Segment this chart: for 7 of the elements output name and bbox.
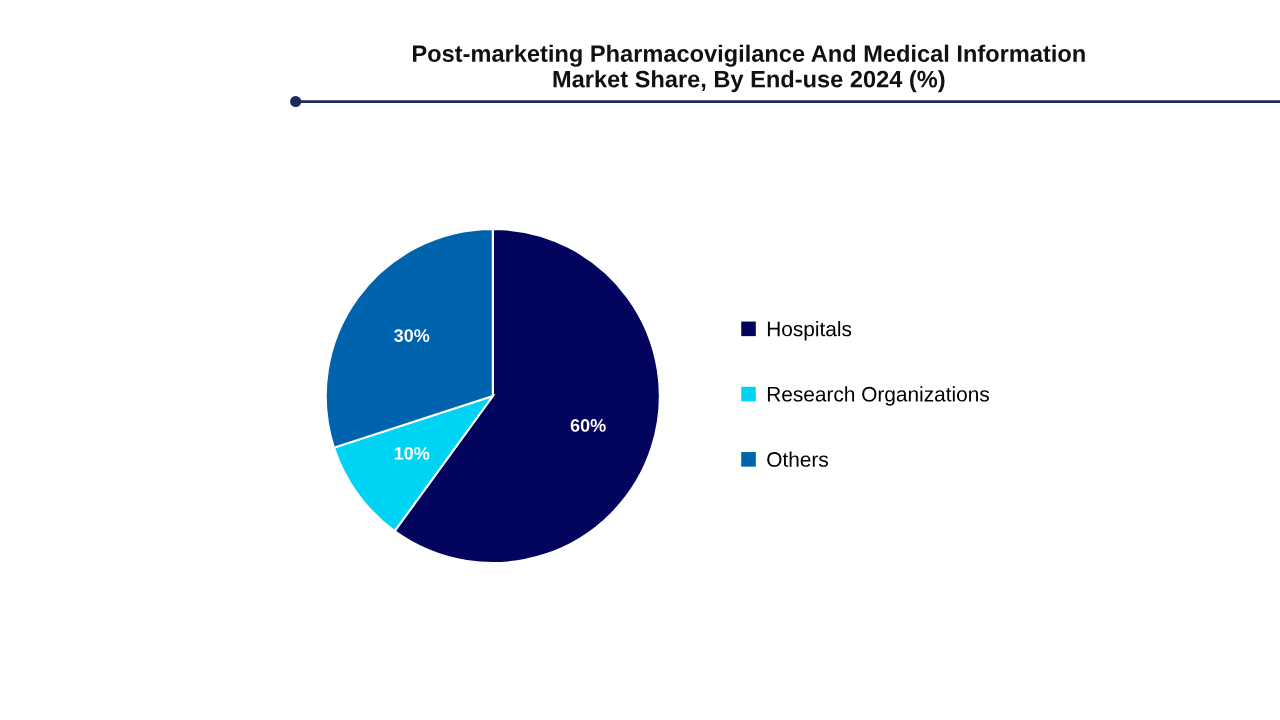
chart-title: Post-marketing Pharmacovigilance And Medical Information Market Share, By End-use 2024 (%) <box>413 44 1085 93</box>
data-label: 60% <box>570 419 606 432</box>
legend-label: Hospitals <box>767 321 852 341</box>
data-label: 30% <box>394 329 430 342</box>
data-label: 10% <box>394 446 430 460</box>
legend-label: Others <box>767 451 828 467</box>
legend-label: Research Organizations <box>767 386 989 406</box>
